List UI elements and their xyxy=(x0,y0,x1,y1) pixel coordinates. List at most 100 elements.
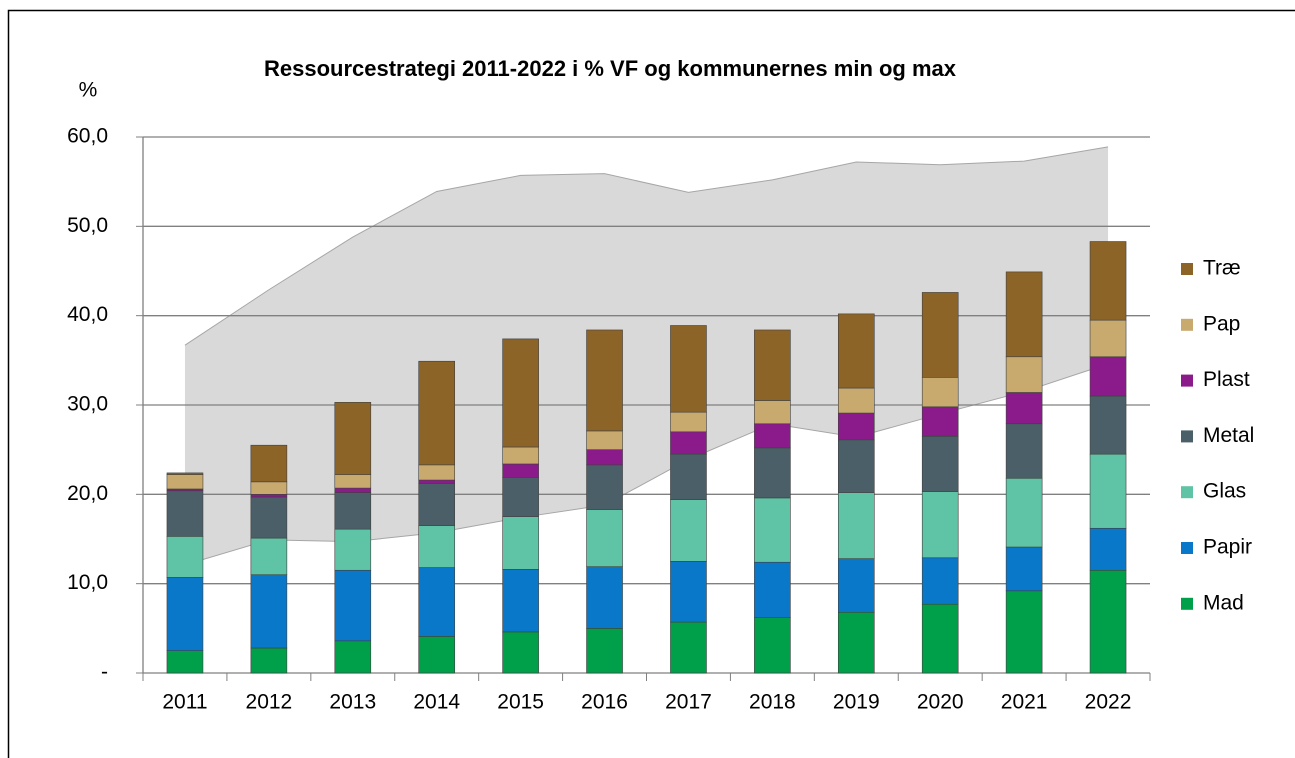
max-line xyxy=(184,146,1109,346)
bar-segment xyxy=(418,567,456,637)
bar-segment xyxy=(754,561,791,618)
bar-segment xyxy=(586,628,623,674)
bar-segment xyxy=(1005,546,1043,592)
y-tick-label: 40,0 xyxy=(67,303,108,326)
bar-segment xyxy=(250,647,288,674)
bar-segment xyxy=(837,313,875,389)
bar-segment xyxy=(754,447,791,499)
x-tick-label: 2020 xyxy=(917,691,964,714)
bar-segment xyxy=(1005,356,1043,393)
y-tick-label: 20,0 xyxy=(67,482,108,505)
bar-segment xyxy=(837,558,875,613)
bar-segment xyxy=(586,566,623,629)
x-tick-label: 2011 xyxy=(162,691,207,714)
x-tick-label: 2019 xyxy=(833,691,880,714)
bar-segment xyxy=(1089,453,1127,529)
y-tick-label: - xyxy=(101,661,108,684)
y-tick-label: 10,0 xyxy=(67,571,108,594)
legend-swatch xyxy=(1181,374,1193,387)
bar-segment xyxy=(837,412,875,441)
y-tick-label: 60,0 xyxy=(67,125,108,148)
legend-swatch xyxy=(1181,542,1193,554)
legend-swatch xyxy=(1181,597,1193,610)
bar-segment xyxy=(921,377,959,408)
bar-segment xyxy=(502,477,539,517)
bar-segment xyxy=(921,406,959,437)
bar-segment xyxy=(921,491,959,559)
bar-segment xyxy=(502,516,539,570)
bar-segment xyxy=(250,537,288,576)
bar-segment xyxy=(250,496,288,539)
x-tick-label: 2017 xyxy=(665,691,712,714)
bar-segment xyxy=(1089,395,1127,455)
chart-title: Ressourcestrategi 2011-2022 i % VF og ko… xyxy=(264,56,957,81)
legend-label: Plast xyxy=(1203,368,1250,391)
bar-segment xyxy=(837,611,875,674)
bar-segment xyxy=(670,561,707,623)
bar-segment xyxy=(334,402,372,475)
x-tick-label: 2016 xyxy=(581,691,628,714)
legend-label: Træ xyxy=(1203,257,1241,280)
bar-segment xyxy=(418,360,456,466)
bar-segment xyxy=(166,536,204,578)
bar-segment xyxy=(250,481,288,495)
bar-segment xyxy=(754,497,791,563)
bar-segment xyxy=(1089,527,1127,571)
bar-segment xyxy=(1005,477,1043,548)
legend-label: Glas xyxy=(1203,480,1246,503)
bar-segment xyxy=(921,292,959,378)
legend-label: Metal xyxy=(1203,424,1254,447)
bar-segment xyxy=(1089,319,1127,358)
bar-segment xyxy=(921,557,959,605)
bar-segment xyxy=(502,631,539,674)
legend-label: Papir xyxy=(1203,536,1252,559)
bar-segment xyxy=(670,621,707,674)
bar-segment xyxy=(670,431,707,455)
bar-segment xyxy=(1005,271,1043,358)
bar-segment xyxy=(1005,590,1043,674)
bar-segment xyxy=(166,577,204,651)
bar-segment xyxy=(837,387,875,414)
bar-segment xyxy=(502,446,539,465)
bar-segment xyxy=(334,474,372,489)
bar-segment xyxy=(754,329,791,401)
legend-swatch xyxy=(1181,430,1193,443)
bar-segment xyxy=(1005,423,1043,479)
bar-segment xyxy=(837,439,875,493)
legend-label: Pap xyxy=(1203,312,1240,335)
bar-segment xyxy=(670,453,707,500)
bar-segment xyxy=(250,494,288,498)
legend-swatch xyxy=(1181,486,1193,499)
x-tick-label: 2013 xyxy=(329,691,376,714)
bar-segment xyxy=(418,525,456,568)
legend-swatch xyxy=(1181,263,1193,275)
bar-segment xyxy=(670,411,707,433)
bar-segment xyxy=(418,636,456,674)
bar-segment xyxy=(334,492,372,530)
bar-segment xyxy=(334,569,372,642)
y-tick-label: 50,0 xyxy=(67,214,108,237)
x-tick-label: 2021 xyxy=(1001,691,1048,714)
bar-segment xyxy=(670,499,707,562)
x-tick-label: 2022 xyxy=(1085,691,1132,714)
bar-segment xyxy=(250,574,288,649)
bar-segment xyxy=(418,464,456,481)
bar-segment xyxy=(670,325,707,413)
y-axis-label: % xyxy=(79,79,98,102)
bar-segment xyxy=(166,650,204,674)
bar-segment xyxy=(334,487,372,493)
bar-segment xyxy=(586,449,623,466)
bar-segment xyxy=(586,430,623,450)
bar-segment xyxy=(1005,392,1043,425)
x-tick-label: 2015 xyxy=(497,691,544,714)
x-tick-label: 2018 xyxy=(749,691,796,714)
bar-segment xyxy=(1089,356,1127,397)
bar-segment xyxy=(586,509,623,567)
bar-segment xyxy=(754,617,791,674)
bar-segment xyxy=(502,338,539,448)
x-tick-label: 2012 xyxy=(246,691,293,714)
bar-segment xyxy=(166,472,204,475)
bar-segment xyxy=(754,423,791,449)
bar-segment xyxy=(837,492,875,559)
